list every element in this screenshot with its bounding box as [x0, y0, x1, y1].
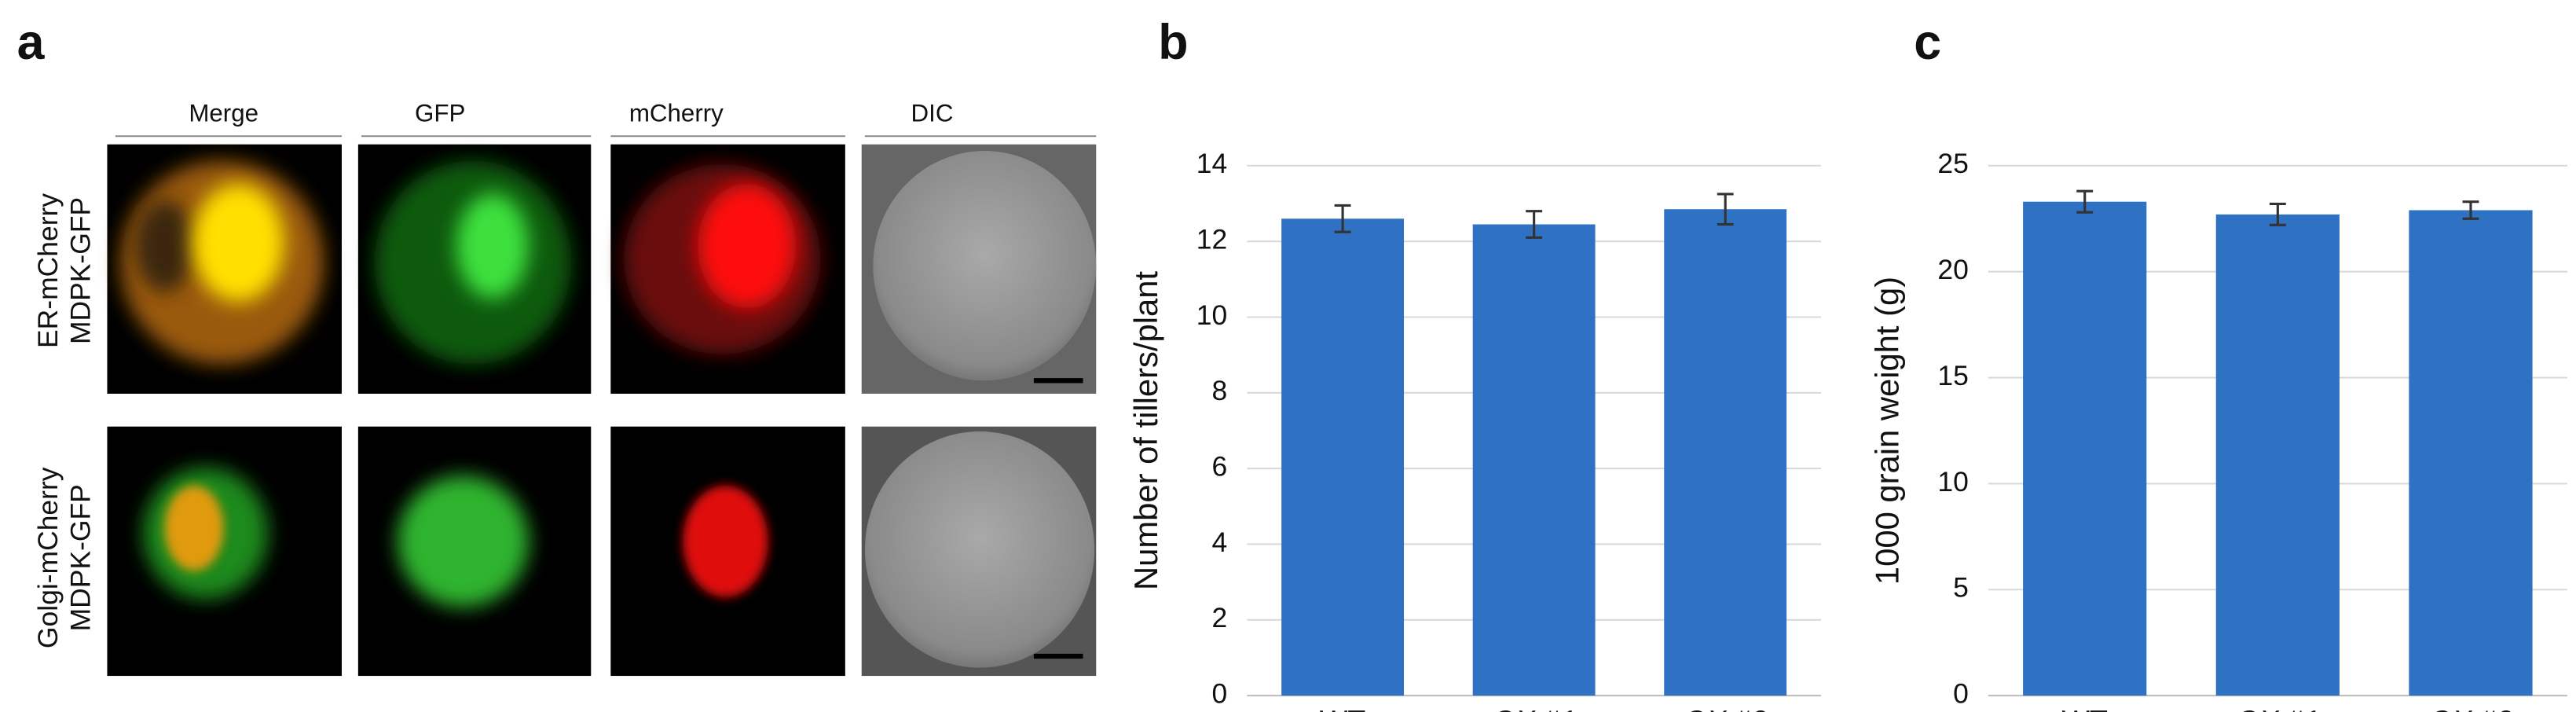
- bar: [2023, 201, 2147, 696]
- error-bar: [2462, 200, 2479, 220]
- row-label: ER-mCherry: [32, 193, 64, 348]
- error-bar: [1334, 204, 1351, 233]
- y-tick-label: 14: [1196, 148, 1227, 179]
- column-header: GFP: [415, 99, 465, 127]
- y-tick-label: 25: [1937, 148, 1968, 179]
- error-bar: [1717, 193, 1734, 226]
- panel-label: b: [1158, 15, 1188, 70]
- bar: [1281, 218, 1405, 696]
- row-label: MDPK-GFP: [65, 197, 97, 344]
- y-tick-label: 0: [1953, 677, 1969, 709]
- y-tick-label: 15: [1937, 360, 1968, 391]
- panel-label: a: [17, 15, 46, 70]
- x-tick-label: WT: [2062, 705, 2108, 712]
- error-bar: [1526, 210, 1543, 239]
- row-label: MDPK-GFP: [65, 484, 97, 631]
- y-tick-label: 10: [1196, 299, 1227, 331]
- chart: b 0 2 4 6 8 10 12 14 Number of tillers/plant WT OX …: [1127, 15, 1821, 712]
- error-bar: [2269, 202, 2286, 226]
- column-header: DIC: [911, 99, 954, 127]
- y-label-group: Number of tillers/plant: [1127, 271, 1164, 590]
- x-tick-label: OX #1: [2236, 705, 2320, 712]
- x-tick-label: OX #1: [1492, 705, 1576, 712]
- y-tick-label: 12: [1196, 224, 1227, 255]
- bar: [2409, 210, 2533, 696]
- y-tick-label: 10: [1937, 466, 1968, 497]
- x-tick-label: OX #2: [1684, 705, 1768, 712]
- bar: [1472, 224, 1596, 696]
- y-axis-label: Number of tillers/plant: [1127, 271, 1164, 590]
- error-bar: [2076, 189, 2094, 214]
- x-tick-label: OX #2: [2429, 705, 2513, 712]
- bar: [1664, 209, 1787, 696]
- y-tick-label: 4: [1212, 527, 1228, 558]
- y-axis-label: 1000 grain weight (g): [1869, 277, 1906, 585]
- y-tick-label: 5: [1953, 572, 1969, 604]
- column-header: mCherry: [629, 99, 724, 127]
- bar: [2215, 214, 2340, 696]
- y-tick-label: 0: [1212, 677, 1228, 709]
- y-tick-label: 6: [1212, 451, 1228, 483]
- column-header: Merge: [189, 99, 258, 127]
- y-tick-label: 2: [1212, 602, 1228, 633]
- y-tick-label: 8: [1212, 375, 1228, 406]
- x-tick-label: WT: [1320, 705, 1365, 712]
- panel-a: a Merge GFP mCherry DIC ER-mCherry MDPK-…: [17, 15, 1097, 677]
- panel-label: c: [1914, 15, 1941, 70]
- chart: c 0 5 10 15 20 25 1000 grain weight (g) WT OX #1 O…: [1869, 15, 2567, 712]
- row-label: Golgi-mCherry: [32, 467, 64, 648]
- y-tick-label: 20: [1937, 254, 1968, 285]
- y-label-group: 1000 grain weight (g): [1869, 277, 1906, 585]
- micrographs: [107, 144, 1097, 677]
